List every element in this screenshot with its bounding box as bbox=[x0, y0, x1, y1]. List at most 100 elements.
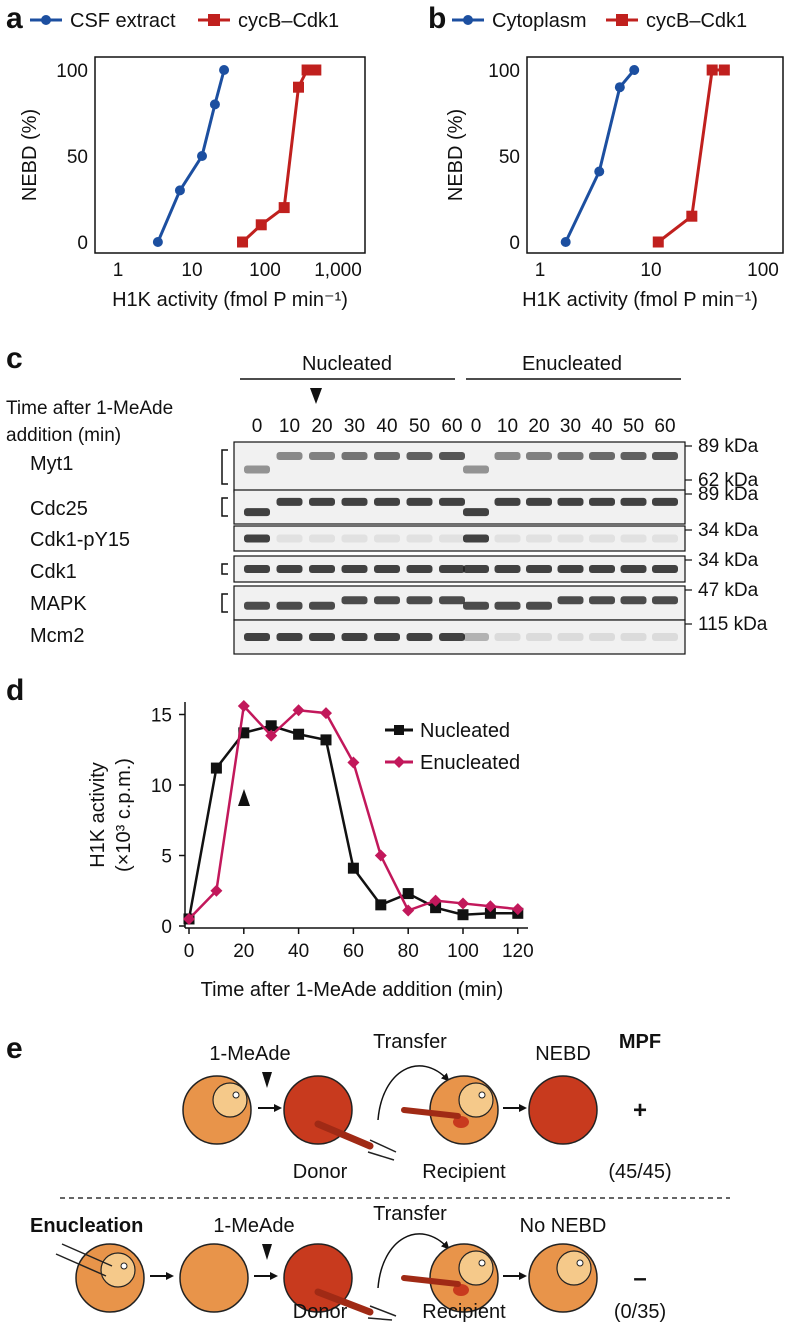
blot-band bbox=[341, 565, 368, 573]
data-point bbox=[292, 704, 305, 717]
data-point bbox=[310, 64, 322, 76]
blot-band bbox=[557, 565, 584, 573]
row2-enucleated-oocyte bbox=[179, 1243, 249, 1313]
schematic-row-2: Enucleation 1-MeAde Donor Transfer bbox=[30, 1203, 666, 1323]
row1-1-meade-arrowhead bbox=[262, 1072, 272, 1088]
data-point bbox=[210, 762, 222, 774]
arrowhead-20min-marker bbox=[310, 388, 322, 404]
blot-band bbox=[244, 565, 270, 573]
row1-transfer-label: Transfer bbox=[373, 1031, 447, 1053]
blot-band bbox=[309, 452, 335, 460]
panel-c-letter: c bbox=[6, 342, 23, 375]
blot-band bbox=[463, 508, 489, 517]
blot-band bbox=[439, 452, 465, 460]
blot-band bbox=[341, 534, 368, 543]
blot-band bbox=[463, 633, 489, 641]
size-marker: 62 kDa bbox=[698, 470, 759, 491]
data-point bbox=[237, 700, 250, 713]
x-tick-label: 20 bbox=[233, 941, 254, 962]
group-nucleated-label: Nucleated bbox=[302, 353, 392, 375]
series-line-0 bbox=[564, 69, 636, 243]
blot-row-label: Myt1 bbox=[30, 453, 73, 475]
x-tick-1000: 1,000 bbox=[314, 260, 362, 281]
blot-band bbox=[439, 565, 465, 573]
time-label-line2: addition (min) bbox=[6, 425, 121, 446]
legend-marker-enucleated bbox=[393, 756, 405, 768]
lane-time-label: 20 bbox=[528, 416, 549, 437]
data-point bbox=[484, 900, 497, 913]
blot-band bbox=[620, 565, 647, 573]
y-tick-100: 100 bbox=[488, 61, 520, 82]
data-point bbox=[210, 884, 223, 897]
row2-enucleation-label: Enucleation bbox=[30, 1215, 143, 1237]
panel-d-ticks: 0 20 40 60 80 100 120 0 5 10 15 bbox=[151, 706, 534, 963]
data-point bbox=[374, 849, 387, 862]
row1-nebd-oocyte bbox=[528, 1075, 598, 1145]
blot-band bbox=[589, 565, 615, 573]
series-line-1 bbox=[657, 68, 725, 244]
x-tick-1: 1 bbox=[113, 260, 124, 281]
row2-enucleation-oocyte bbox=[55, 1243, 145, 1313]
panel-b: b Cytoplasm cycB–Cdk1 100 50 0 1 10 100 … bbox=[428, 2, 784, 311]
blot-band bbox=[526, 565, 552, 573]
band-bracket bbox=[221, 497, 228, 517]
row1-transfer-arrow bbox=[377, 1065, 450, 1121]
blot-band bbox=[557, 497, 584, 506]
row2-outcome-label: No NEBD bbox=[520, 1215, 607, 1237]
schematic-row-1: 1-MeAde Donor Transfer Recipient NEBD bbox=[182, 1031, 672, 1183]
data-point bbox=[614, 82, 625, 93]
blot-band bbox=[589, 596, 615, 605]
legend-cytoplasm: Cytoplasm bbox=[492, 10, 586, 32]
panel-d-y-label-line1: H1K activity bbox=[87, 762, 109, 868]
data-point bbox=[238, 727, 250, 739]
x-tick-label: 0 bbox=[184, 941, 195, 962]
blot-band bbox=[652, 596, 678, 605]
panel-d-data bbox=[183, 700, 524, 925]
panel-b-x-label: H1K activity (fmol P min⁻¹) bbox=[522, 289, 758, 311]
row2-recipient-label: Recipient bbox=[422, 1301, 506, 1323]
blot-band bbox=[244, 508, 270, 517]
data-point bbox=[320, 734, 332, 746]
legend-cycb-cdk1: cycB–Cdk1 bbox=[238, 10, 339, 32]
data-point bbox=[237, 236, 249, 248]
blot-band bbox=[652, 452, 678, 460]
x-tick-10: 10 bbox=[640, 260, 661, 281]
row2-1-meade-arrowhead bbox=[262, 1244, 272, 1260]
blot-band bbox=[374, 534, 400, 543]
panel-e-letter: e bbox=[6, 1032, 23, 1065]
data-point bbox=[219, 65, 230, 75]
legend-csf-extract: CSF extract bbox=[70, 10, 176, 32]
blot-band bbox=[526, 452, 552, 460]
band-bracket bbox=[221, 593, 228, 613]
blot-band bbox=[557, 596, 584, 605]
blot-band bbox=[406, 565, 433, 573]
lane-time-label: 30 bbox=[560, 416, 581, 437]
row1-count: (45/45) bbox=[608, 1161, 671, 1183]
data-point bbox=[511, 903, 524, 916]
row2-recipient-oocyte bbox=[401, 1243, 499, 1313]
legend-enucleated: Enucleated bbox=[420, 752, 520, 774]
row2-donor-pipette bbox=[314, 1288, 397, 1321]
lane-time-label: 40 bbox=[376, 416, 397, 437]
x-tick-100: 100 bbox=[249, 260, 281, 281]
row1-outcome-label: NEBD bbox=[535, 1043, 591, 1065]
legend-cycb-cdk1-b: cycB–Cdk1 bbox=[646, 10, 747, 32]
blot-band bbox=[276, 601, 303, 610]
y-tick-label: 15 bbox=[151, 706, 172, 727]
blot-band bbox=[341, 596, 368, 605]
blot-band bbox=[374, 633, 400, 641]
blot-strip bbox=[233, 489, 686, 525]
y-tick-50: 50 bbox=[499, 147, 520, 168]
panel-d-legend: Nucleated Enucleated bbox=[385, 720, 520, 774]
row2-1-meade-label: 1-MeAde bbox=[213, 1215, 294, 1237]
data-point bbox=[293, 728, 305, 740]
blot-band bbox=[652, 633, 678, 641]
data-point bbox=[292, 81, 304, 93]
blot-band bbox=[494, 452, 521, 460]
panel-a-plot-frame bbox=[94, 56, 366, 254]
data-point bbox=[375, 899, 387, 911]
y-tick-100: 100 bbox=[56, 61, 88, 82]
blot-row-label: Cdk1-pY15 bbox=[30, 529, 130, 551]
panel-b-y-label: NEBD (%) bbox=[445, 109, 467, 201]
blot-band bbox=[374, 497, 400, 506]
